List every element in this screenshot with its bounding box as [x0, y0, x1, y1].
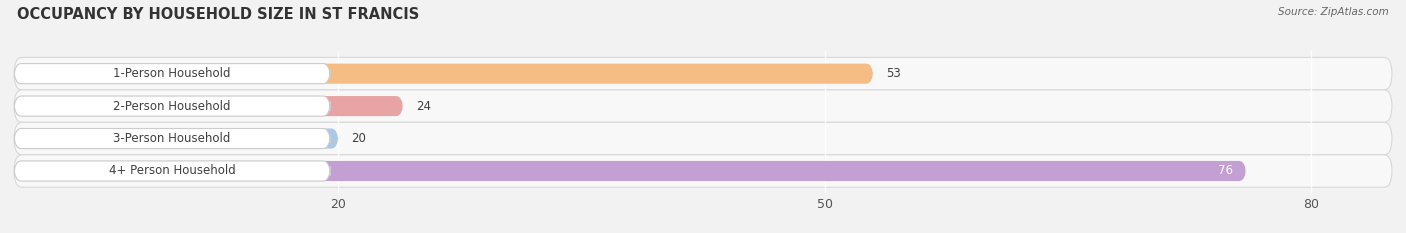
FancyBboxPatch shape: [14, 128, 339, 149]
FancyBboxPatch shape: [14, 57, 1392, 90]
FancyBboxPatch shape: [14, 161, 1246, 181]
Text: 3-Person Household: 3-Person Household: [114, 132, 231, 145]
Text: 24: 24: [416, 99, 432, 113]
FancyBboxPatch shape: [14, 155, 1392, 187]
Text: 53: 53: [886, 67, 901, 80]
FancyBboxPatch shape: [14, 64, 330, 84]
FancyBboxPatch shape: [14, 122, 1392, 155]
Text: 1-Person Household: 1-Person Household: [114, 67, 231, 80]
FancyBboxPatch shape: [14, 161, 330, 181]
FancyBboxPatch shape: [14, 96, 404, 116]
Text: 4+ Person Household: 4+ Person Household: [108, 164, 235, 178]
Text: OCCUPANCY BY HOUSEHOLD SIZE IN ST FRANCIS: OCCUPANCY BY HOUSEHOLD SIZE IN ST FRANCI…: [17, 7, 419, 22]
Text: 2-Person Household: 2-Person Household: [114, 99, 231, 113]
FancyBboxPatch shape: [14, 128, 330, 149]
Text: 76: 76: [1218, 164, 1233, 178]
FancyBboxPatch shape: [14, 64, 873, 84]
Text: Source: ZipAtlas.com: Source: ZipAtlas.com: [1278, 7, 1389, 17]
Text: 20: 20: [352, 132, 366, 145]
FancyBboxPatch shape: [14, 90, 1392, 122]
FancyBboxPatch shape: [14, 96, 330, 116]
